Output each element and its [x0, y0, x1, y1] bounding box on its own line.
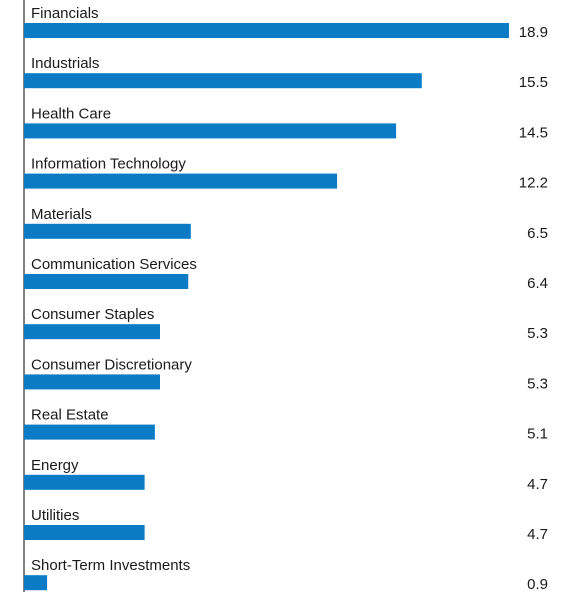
category-label: Information Technology [31, 156, 186, 173]
category-label: Utilities [31, 507, 79, 524]
bar-row: Information Technology 12.2 [24, 156, 548, 192]
bar-row: Industrials 15.5 [24, 55, 548, 91]
bar [24, 123, 397, 139]
category-label: Industrials [31, 55, 99, 72]
bar [24, 223, 191, 239]
category-label: Consumer Staples [31, 306, 154, 323]
category-label: Short-Term Investments [31, 557, 190, 574]
value-label: 6.5 [527, 225, 548, 242]
value-label: 5.1 [527, 426, 548, 443]
bar [24, 374, 161, 390]
value-label: 14.5 [519, 124, 548, 141]
category-label: Communication Services [31, 256, 197, 273]
category-label: Health Care [31, 105, 111, 122]
bar [24, 324, 161, 340]
bar-row: Financials 18.9 [24, 5, 548, 41]
bar-row: Utilities 4.7 [24, 507, 548, 543]
value-label: 6.4 [527, 275, 548, 292]
bar-row: Communication Services 6.4 [24, 256, 548, 292]
bar-row: Energy 4.7 [24, 457, 548, 493]
value-label: 4.7 [527, 476, 548, 493]
bar-row: Consumer Discretionary 5.3 [24, 356, 548, 392]
bar [24, 575, 48, 591]
category-label: Materials [31, 206, 92, 223]
category-label: Real Estate [31, 407, 109, 424]
category-label: Financials [31, 5, 99, 22]
value-label: 0.9 [527, 576, 548, 593]
value-label: 12.2 [519, 175, 548, 192]
bar [24, 525, 145, 540]
bar-row: Real Estate 5.1 [24, 407, 548, 443]
bar-row: Health Care 14.5 [24, 105, 548, 141]
bar-rows: Financials 18.9 Industrials 15.5 Health Care… [24, 5, 548, 593]
value-label: 4.7 [527, 526, 548, 543]
bar [24, 73, 422, 89]
bar-row: Short-Term Investments 0.9 [24, 557, 548, 593]
value-label: 5.3 [527, 375, 548, 392]
value-label: 18.9 [519, 24, 548, 41]
bar [24, 424, 155, 440]
bar-row: Consumer Staples 5.3 [24, 306, 548, 342]
bar [24, 23, 509, 38]
value-label: 5.3 [527, 325, 548, 342]
bar [24, 474, 145, 490]
category-label: Energy [31, 457, 79, 474]
bar [24, 173, 338, 189]
category-label: Consumer Discretionary [31, 356, 192, 373]
value-label: 15.5 [519, 74, 548, 91]
bar [24, 274, 189, 289]
bar-row: Materials 6.5 [24, 206, 548, 242]
